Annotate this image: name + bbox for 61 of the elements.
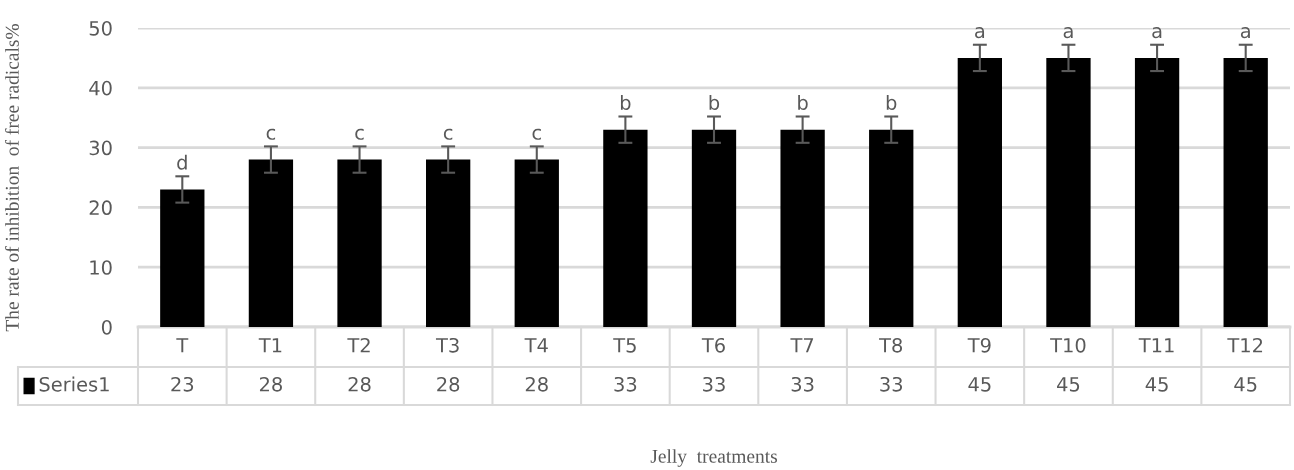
annotation: c: [532, 128, 541, 140]
annotation: a: [975, 27, 985, 39]
data-label: 23: [171, 376, 194, 392]
data-label: 33: [703, 376, 725, 392]
y-tick-label: 0: [101, 319, 112, 335]
annotation: a: [1063, 27, 1073, 39]
bar: [1046, 57, 1091, 327]
data-label: 45: [968, 377, 991, 392]
data-label: 28: [437, 376, 460, 392]
x-tick-label: T1: [258, 338, 282, 353]
bar: [160, 189, 205, 327]
x-tick-label: T11: [1138, 338, 1174, 353]
bar: [1223, 57, 1268, 327]
annotation: a: [1240, 27, 1250, 39]
y-tick-label: 30: [89, 140, 112, 156]
annotation: b: [620, 94, 631, 110]
data-label: 45: [1234, 377, 1257, 392]
x-tick-label: T2: [347, 337, 370, 353]
x-tick-label: T4: [524, 338, 548, 353]
annotation: c: [266, 128, 276, 140]
x-tick-label: T5: [613, 338, 636, 353]
data-label: 28: [259, 376, 282, 392]
bar: [603, 129, 648, 327]
annotation: a: [1152, 27, 1162, 39]
data-label: 33: [791, 376, 814, 392]
data-label: 28: [525, 376, 548, 392]
bar: [780, 129, 825, 327]
bar: [957, 57, 1002, 327]
x-tick-label: T10: [1050, 337, 1086, 353]
x-tick-label: T6: [701, 337, 725, 353]
data-label: 45: [1145, 377, 1168, 392]
bar: [869, 129, 914, 327]
y-tick-label: 10: [90, 260, 112, 275]
y-tick-label: 40: [89, 80, 112, 96]
bar: [1134, 57, 1180, 327]
x-tick-label: T3: [435, 337, 459, 353]
annotation: b: [709, 94, 720, 110]
annotation: b: [798, 94, 808, 110]
x-tick-label: T8: [879, 337, 903, 353]
y-tick-label: 20: [89, 200, 112, 216]
annotation: d: [177, 154, 187, 170]
bar: [691, 129, 737, 327]
x-tick-label: T: [176, 338, 189, 353]
data-label: 45: [1057, 377, 1080, 392]
x-axis-title: Jelly treatments: [650, 449, 778, 467]
bar: [337, 159, 382, 327]
legend-label: Series1: [39, 376, 109, 392]
bar: [248, 159, 294, 327]
data-label: 33: [880, 376, 903, 392]
annotation: c: [443, 128, 453, 140]
bar: [426, 159, 471, 327]
x-tick-label: T7: [790, 338, 814, 353]
annotation: c: [355, 128, 364, 140]
x-tick-label: T12: [1227, 337, 1263, 353]
bar: [514, 159, 559, 327]
x-tick-label: T9: [967, 337, 991, 353]
annotation: b: [886, 94, 897, 110]
data-label: 28: [348, 376, 371, 392]
data-label: 33: [614, 376, 637, 392]
y-axis-title: The rate of inhibition of free radicals%: [4, 24, 19, 332]
y-tick-label: 50: [89, 20, 112, 36]
